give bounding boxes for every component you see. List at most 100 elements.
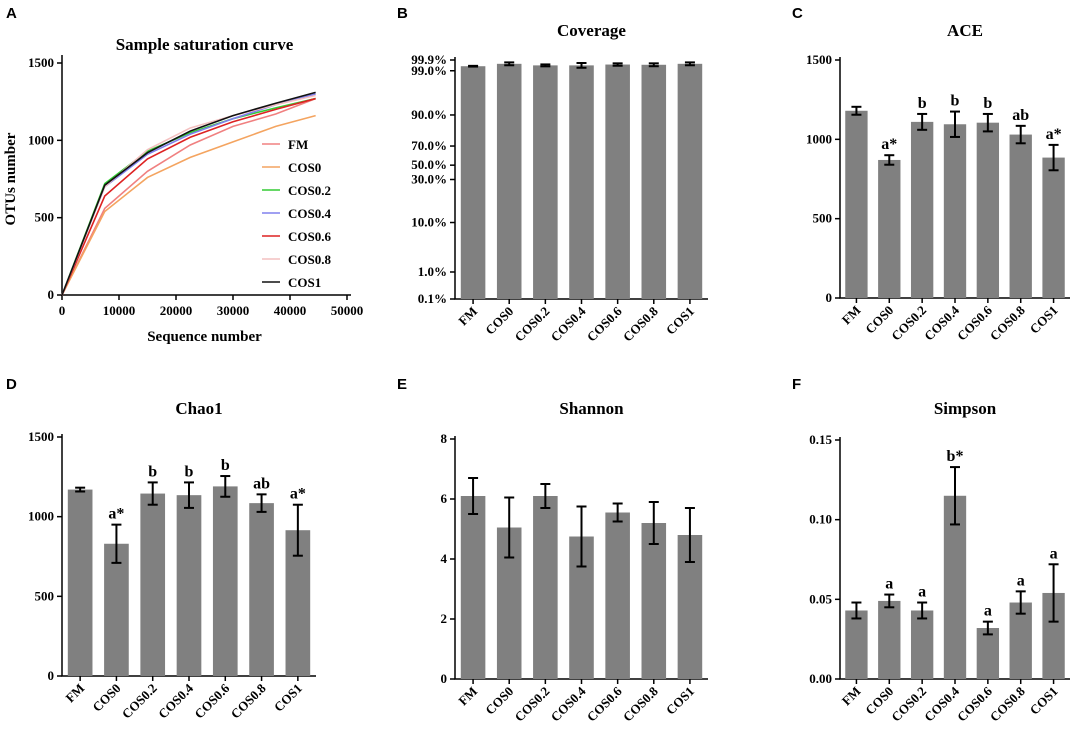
x-tick-label: 40000 (274, 303, 307, 318)
bar-cos0-8 (641, 523, 667, 679)
y-tick-label: 500 (813, 211, 833, 226)
chart-title: ACE (947, 21, 983, 40)
bar-fm (845, 110, 868, 298)
category-label: FM (455, 684, 480, 709)
legend-label: COS0.8 (288, 252, 331, 267)
y-axis-title: OTUs number (3, 132, 19, 225)
y-tick-label: 1000 (28, 132, 54, 147)
category-label: COS0.2 (888, 684, 929, 725)
category-label: COS0.8 (987, 302, 1028, 343)
y-tick-label: 1500 (28, 55, 54, 70)
category-label: COS0.6 (954, 302, 995, 343)
category-label: COS0 (482, 684, 516, 718)
panel-letter-f: F (792, 376, 801, 393)
category-label: COS0.4 (921, 302, 962, 343)
bar-cos0-6 (976, 122, 1000, 298)
y-tick-label: 50.0% (411, 157, 447, 172)
x-tick-label: 30000 (217, 303, 250, 318)
series-line-cos1 (61, 91, 316, 296)
bar-cos0-6 (605, 64, 630, 299)
bar-fm (67, 489, 93, 676)
category-label: COS0.8 (620, 303, 661, 344)
bar-cos1 (677, 63, 703, 299)
y-tick-label: 99.9% (411, 52, 447, 67)
y-tick-label: 0 (48, 668, 55, 683)
significance-label: a (984, 603, 992, 620)
significance-label: b (983, 95, 992, 112)
bar-cos0-8 (1009, 134, 1032, 298)
category-label: COS1 (663, 684, 697, 718)
bar-fm (460, 66, 486, 300)
bar-fm (460, 496, 486, 679)
category-label: COS0 (89, 681, 123, 715)
category-label: COS0.4 (155, 680, 196, 721)
bar-cos0 (496, 63, 522, 299)
significance-label: b (221, 457, 230, 474)
significance-label: a (918, 584, 926, 601)
significance-label: a* (108, 506, 124, 523)
chart-title: Simpson (934, 399, 997, 418)
bar-cos0-4 (569, 65, 594, 299)
y-tick-label: 4 (441, 551, 448, 566)
bar-cos0-8 (249, 503, 274, 676)
y-tick-label: 30.0% (411, 172, 447, 187)
y-tick-label: 1.0% (418, 264, 447, 279)
category-label: FM (62, 681, 87, 706)
bar-cos0-2 (910, 121, 934, 298)
category-label: FM (839, 303, 864, 328)
legend-label: COS0 (288, 160, 321, 175)
x-tick-label: 0 (59, 303, 66, 318)
y-tick-label: 0.1% (418, 291, 447, 306)
bar-cos0-4 (176, 495, 202, 676)
x-tick-label: 10000 (103, 303, 136, 318)
chart-title: Coverage (557, 21, 626, 40)
panel-letter-e: E (397, 376, 407, 393)
legend-label: COS0.4 (288, 206, 331, 221)
significance-label: b* (947, 448, 964, 465)
significance-label: ab (253, 475, 270, 492)
y-tick-label: 99.0% (411, 63, 447, 78)
panel-letter-a: A (6, 5, 17, 22)
bar-cos0-2 (533, 65, 558, 299)
bar-cos1 (1042, 157, 1065, 298)
category-label: FM (839, 684, 864, 709)
category-label: COS1 (1027, 684, 1061, 718)
significance-label: a (1050, 545, 1058, 562)
bar-cos0 (878, 600, 901, 679)
category-label: COS0.4 (548, 303, 589, 344)
category-label: COS0.6 (584, 683, 625, 724)
y-tick-label: 0 (48, 287, 55, 302)
y-tick-label: 0.00 (809, 671, 832, 686)
y-tick-label: 500 (35, 588, 55, 603)
category-label: FM (455, 304, 480, 329)
bar-cos1 (1042, 592, 1065, 679)
y-tick-label: 0 (826, 290, 833, 305)
significance-label: a* (881, 136, 897, 153)
category-label: COS1 (1027, 303, 1061, 337)
legend-label: FM (288, 137, 308, 152)
chart-title: Sample saturation curve (116, 35, 294, 54)
y-tick-label: 1000 (28, 509, 54, 524)
category-label: COS1 (663, 304, 697, 338)
category-label: COS0.8 (620, 683, 661, 724)
category-label: COS0.6 (191, 680, 232, 721)
category-label: COS0.2 (119, 681, 160, 722)
legend-label: COS1 (288, 275, 321, 290)
significance-label: ab (1012, 107, 1029, 124)
bar-cos0-4 (943, 124, 967, 298)
category-label: COS0.8 (228, 680, 269, 721)
bar-cos0-6 (212, 486, 238, 676)
significance-label: b (918, 95, 927, 112)
category-label: COS0.2 (511, 304, 552, 345)
y-tick-label: 0.10 (809, 512, 832, 527)
panel-letter-d: D (6, 376, 17, 393)
bar-cos0-8 (641, 64, 667, 299)
significance-label: a* (1046, 126, 1062, 143)
bar-cos0-2 (910, 610, 934, 679)
category-label: COS0.6 (584, 303, 625, 344)
significance-label: b (148, 463, 157, 480)
panel-letter-b: B (397, 5, 408, 22)
y-tick-label: 1500 (28, 429, 54, 444)
bar-cos0 (104, 543, 129, 676)
